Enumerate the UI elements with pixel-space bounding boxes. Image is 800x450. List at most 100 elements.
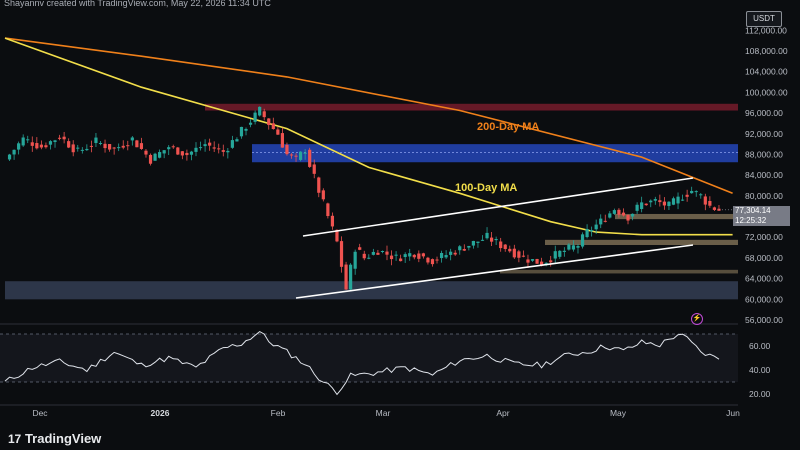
candle-up: [130, 137, 134, 141]
candle-up: [53, 140, 57, 143]
candle-down: [148, 154, 153, 164]
candle-up: [408, 253, 412, 257]
candle-up: [253, 112, 257, 122]
candle-up: [640, 202, 644, 210]
candle-up: [117, 147, 121, 149]
candle-down: [67, 141, 71, 148]
channel-lower-line: [295, 244, 694, 299]
time-tick-label: Dec: [32, 408, 48, 418]
candle-down: [508, 248, 512, 252]
candle-up: [444, 255, 448, 258]
price-tick-label: 60,000.00: [745, 294, 783, 304]
candle-down: [139, 143, 144, 149]
candle-up: [553, 251, 557, 259]
candle-down: [308, 149, 312, 167]
candle-down: [121, 145, 125, 148]
candle-up: [608, 213, 612, 218]
price-tick-label: 104,000.00: [745, 67, 788, 77]
rsi-tick-label: 20.00: [749, 389, 771, 399]
time-tick-label: Feb: [271, 408, 286, 418]
candle-down: [521, 255, 526, 257]
candle-down: [339, 241, 344, 267]
candle-up: [189, 151, 194, 155]
candle-down: [412, 254, 416, 258]
price-tick-label: 72,000.00: [745, 232, 783, 242]
candle-up: [258, 106, 262, 116]
tradingview-brand[interactable]: TradingView: [24, 431, 102, 446]
price-tick-label: 112,000.00: [745, 25, 787, 35]
moving-averages: [4, 37, 733, 236]
candle-down: [176, 147, 180, 155]
candle-down: [376, 252, 380, 255]
candle-up: [349, 264, 353, 290]
candle-down: [39, 144, 43, 148]
candle-up: [449, 251, 453, 255]
candle-down: [499, 241, 503, 249]
candle-up: [239, 126, 244, 137]
candle-up: [439, 253, 444, 259]
time-axis: Dec 2026 Feb Mar Apr May Jun: [32, 408, 740, 418]
candle-up: [585, 229, 589, 238]
candle-down: [335, 229, 339, 242]
candle-up: [544, 262, 548, 264]
candle-up: [667, 201, 671, 207]
candle-down: [435, 259, 439, 261]
tradingview-logo-icon: 17: [8, 431, 21, 446]
price-tick-label: 84,000.00: [745, 170, 783, 180]
candle-down: [262, 111, 266, 118]
candle-down: [317, 177, 321, 193]
candle-countdown-label: 12:25:32: [733, 216, 790, 226]
candle-down: [417, 253, 421, 259]
lightning-icon[interactable]: ⚡: [691, 313, 703, 325]
candle-up: [158, 152, 162, 158]
candle-up: [367, 257, 371, 259]
price-tick-label: 100,000.00: [745, 87, 788, 97]
candle-up: [562, 250, 566, 252]
candle-down: [462, 249, 466, 251]
candle-up: [167, 147, 171, 150]
candle-down: [453, 252, 457, 255]
candle-up: [198, 147, 203, 149]
candle-down: [280, 133, 284, 148]
candle-up: [571, 245, 576, 250]
candle-up: [48, 141, 53, 145]
rsi-tick-label: 40.00: [749, 365, 771, 375]
candle-up: [676, 196, 680, 204]
candle-down: [30, 142, 34, 146]
candle-up: [371, 251, 375, 255]
candle-down: [517, 251, 521, 258]
candle-down: [294, 155, 298, 157]
candle-down: [658, 200, 662, 203]
candle-up: [471, 240, 475, 246]
candle-down: [289, 154, 294, 156]
support-tan-1-zone: [615, 213, 738, 220]
candle-down: [285, 144, 289, 155]
price-tick-label: 92,000.00: [745, 129, 783, 139]
resistance-blue-zone: [252, 144, 738, 163]
candle-up: [467, 245, 471, 248]
candle-down: [208, 142, 212, 146]
candle-down: [421, 253, 425, 257]
candle-up: [394, 254, 398, 256]
candle-up: [12, 149, 16, 155]
candle-up: [76, 147, 80, 149]
candle-up: [85, 148, 89, 151]
candle-down: [267, 118, 271, 126]
candle-down: [330, 215, 335, 227]
candle-down: [512, 248, 516, 258]
price-tick-label: 88,000.00: [745, 149, 783, 159]
currency-badge[interactable]: USDT: [746, 11, 782, 27]
candle-up: [671, 198, 676, 205]
time-tick-label: 2026: [151, 408, 170, 418]
price-tick-label: 108,000.00: [745, 46, 788, 56]
candle-up: [567, 244, 571, 250]
rsi-band: [0, 334, 738, 382]
candle-down: [185, 152, 189, 156]
rsi-pane: 60.00 40.00 20.00: [0, 330, 771, 399]
candle-down: [44, 145, 48, 148]
candle-down: [621, 212, 626, 216]
ma100-line: [4, 37, 733, 236]
candle-up: [98, 142, 103, 144]
candle-up: [476, 241, 480, 243]
